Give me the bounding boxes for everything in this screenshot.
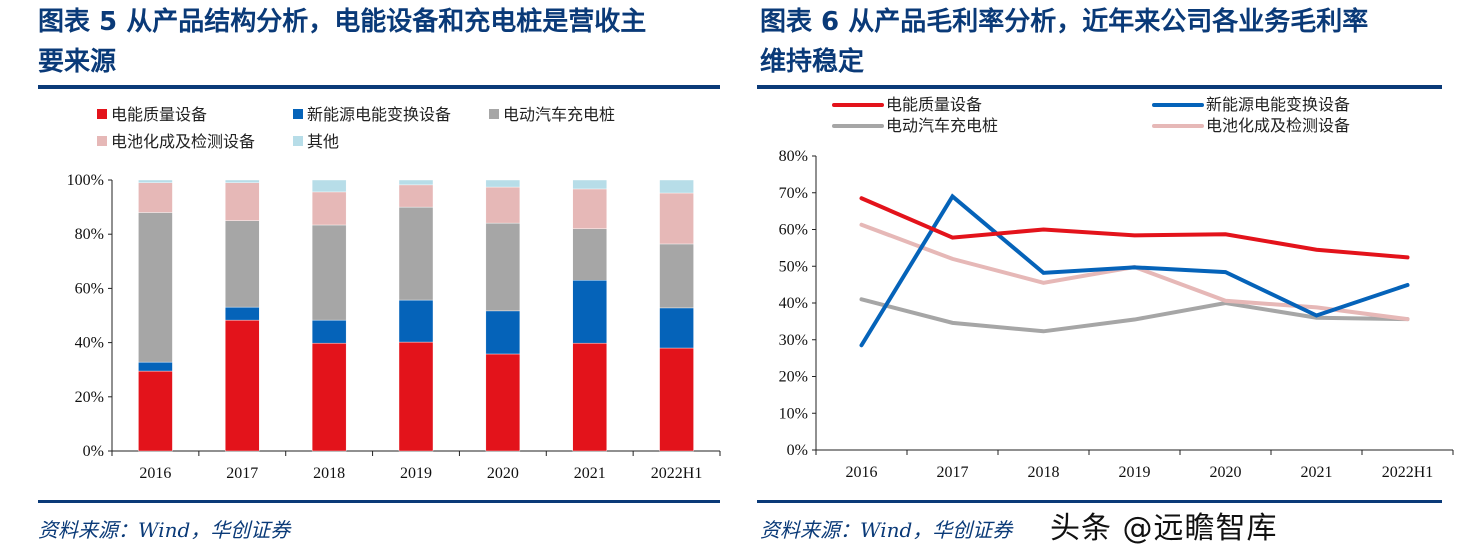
y-tick-label: 10% (779, 405, 808, 422)
bar-segment (138, 361, 173, 372)
right-source-note: 资料来源：Wind，华创证券 (760, 518, 1013, 542)
bar-segment (225, 179, 260, 183)
x-tick-label: 2020 (487, 465, 519, 482)
series-line (859, 193, 1410, 348)
y-tick-label: 20% (779, 369, 808, 386)
bar-segment (398, 206, 434, 301)
bar-segment (572, 188, 607, 229)
left-source-note: 资料来源：Wind，华创证券 (38, 518, 291, 542)
legend-label: 电能质量设备 (111, 105, 207, 124)
bar-segment (225, 306, 260, 321)
legend-swatch (97, 109, 107, 119)
y-tick-label: 40% (75, 335, 104, 352)
x-tick-label: 2020 (1210, 464, 1242, 481)
bar-segment (572, 342, 607, 452)
legend-label: 其他 (307, 132, 339, 151)
bar-segment (659, 192, 694, 245)
bar-segment (398, 184, 434, 208)
x-tick-label: 2016 (846, 464, 878, 481)
bar-segment (398, 179, 434, 186)
x-tick-label: 2018 (1028, 464, 1060, 481)
left-chart-title-line2: 要来源 (38, 47, 117, 77)
bar-segment (485, 310, 521, 355)
x-tick-label: 2019 (400, 465, 432, 482)
y-tick-label: 50% (779, 258, 808, 275)
left-title-rule (38, 85, 720, 89)
y-tick-label: 0% (787, 442, 808, 459)
bar-segment (485, 186, 521, 224)
x-tick-label: 2017 (937, 464, 969, 481)
bar-segment (659, 347, 694, 452)
y-tick-label: 20% (75, 389, 104, 406)
bar-segment (138, 182, 173, 213)
watermark: 头条 @远瞻智库 (1050, 511, 1278, 546)
legend-label: 新能源电能变换设备 (307, 105, 451, 124)
legend-swatch (489, 109, 499, 119)
bar-segment (311, 191, 347, 226)
right-chart-title-line2: 维持稳定 (760, 47, 865, 77)
bar-segment (659, 243, 694, 309)
x-tick-label: 2022H1 (1382, 464, 1434, 481)
y-tick-label: 40% (779, 295, 808, 312)
bar-segment (225, 182, 260, 221)
series-line (859, 196, 1410, 260)
bar-segment (485, 179, 521, 188)
bar-segment (225, 220, 260, 308)
bar-segment (138, 179, 173, 183)
bar-segment (572, 280, 607, 344)
series-line (859, 297, 1410, 334)
x-tick-label: 2022H1 (651, 465, 703, 482)
bar-segment (311, 179, 347, 193)
x-tick-label: 2019 (1119, 464, 1151, 481)
y-tick-label: 80% (75, 226, 104, 243)
x-tick-label: 2021 (1301, 464, 1333, 481)
legend-label: 新能源电能变换设备 (1206, 95, 1350, 114)
bar-segment (311, 342, 347, 452)
legend-swatch (293, 109, 303, 119)
y-tick-label: 70% (779, 185, 808, 202)
legend-label: 电动汽车充电桩 (503, 105, 615, 124)
y-tick-label: 0% (83, 443, 104, 460)
y-tick-label: 60% (75, 280, 104, 297)
bar-segment (311, 319, 347, 344)
bar-segment (485, 222, 521, 312)
legend-label: 电动汽车充电桩 (886, 116, 998, 135)
right-title-rule (757, 85, 1442, 89)
x-tick-label: 2016 (139, 465, 171, 482)
x-tick-label: 2018 (313, 465, 345, 482)
legend-swatch (293, 136, 303, 146)
legend-label: 电池化成及检测设备 (111, 132, 255, 151)
series-line (859, 222, 1410, 322)
left-source-rule (38, 500, 720, 503)
bar-segment (572, 228, 607, 281)
bar-segment (485, 353, 521, 452)
x-tick-label: 2021 (574, 465, 606, 482)
right-source-rule (757, 500, 1442, 503)
y-tick-label: 60% (779, 222, 808, 239)
y-tick-label: 30% (779, 332, 808, 349)
y-tick-label: 80% (779, 148, 808, 165)
bar-segment (398, 299, 434, 343)
bar-segment (138, 370, 173, 452)
y-tick-label: 100% (67, 172, 104, 189)
bar-segment (572, 179, 607, 190)
bar-segment (398, 341, 434, 452)
left-chart-title-line1: 图表 5 从产品结构分析，电能设备和充电桩是营收主 (38, 7, 647, 37)
legend-label: 电池化成及检测设备 (1206, 116, 1350, 135)
x-tick-label: 2017 (226, 465, 258, 482)
right-chart-title-line1: 图表 6 从产品毛利率分析，近年来公司各业务毛利率 (760, 7, 1369, 37)
legend-label: 电能质量设备 (886, 95, 982, 114)
bar-segment (138, 212, 173, 363)
bar-segment (659, 307, 694, 349)
bar-segment (659, 179, 694, 194)
bar-segment (311, 224, 347, 321)
legend-swatch (97, 136, 107, 146)
bar-segment (225, 319, 260, 452)
